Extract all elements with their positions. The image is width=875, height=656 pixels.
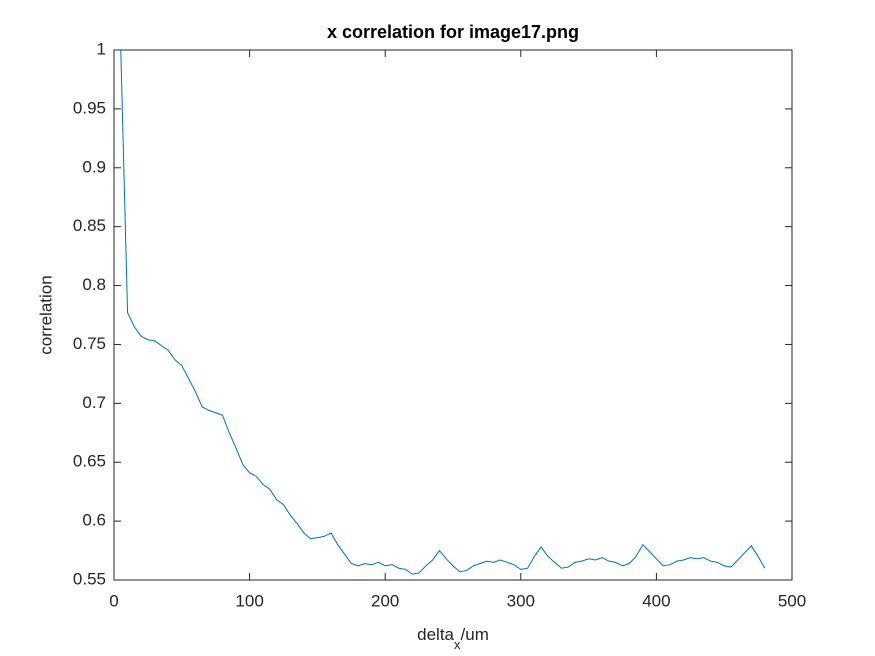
y-tick-label: 0.6 [82,511,106,530]
y-tick-label: 0.8 [82,275,106,294]
x-axis-label: deltax/um [417,625,489,652]
y-tick-label: 0.85 [73,216,106,235]
x-tick-label: 300 [507,591,535,610]
chart-title: x correlation for image17.png [327,22,579,42]
x-tick-label: 400 [642,591,670,610]
y-tick-label: 1 [97,39,106,58]
x-label-subscript: x [454,637,461,652]
y-tick-label: 0.9 [82,157,106,176]
x-tick-label: 200 [371,591,399,610]
y-tick-label: 0.95 [73,98,106,117]
x-tick-label: 500 [778,591,806,610]
y-tick-label: 0.7 [82,393,106,412]
y-tick-label: 0.75 [73,334,106,353]
x-tick-label: 0 [109,591,118,610]
plot-box [113,49,793,581]
data-line [120,49,766,575]
x-label-rest: /um [461,625,489,644]
y-axis-label: correlation [36,275,55,354]
x-tick-label: 100 [235,591,263,610]
y-tick-label: 0.55 [73,569,106,588]
y-tick-label: 0.65 [73,452,106,471]
x-label-base: delta [417,625,454,644]
